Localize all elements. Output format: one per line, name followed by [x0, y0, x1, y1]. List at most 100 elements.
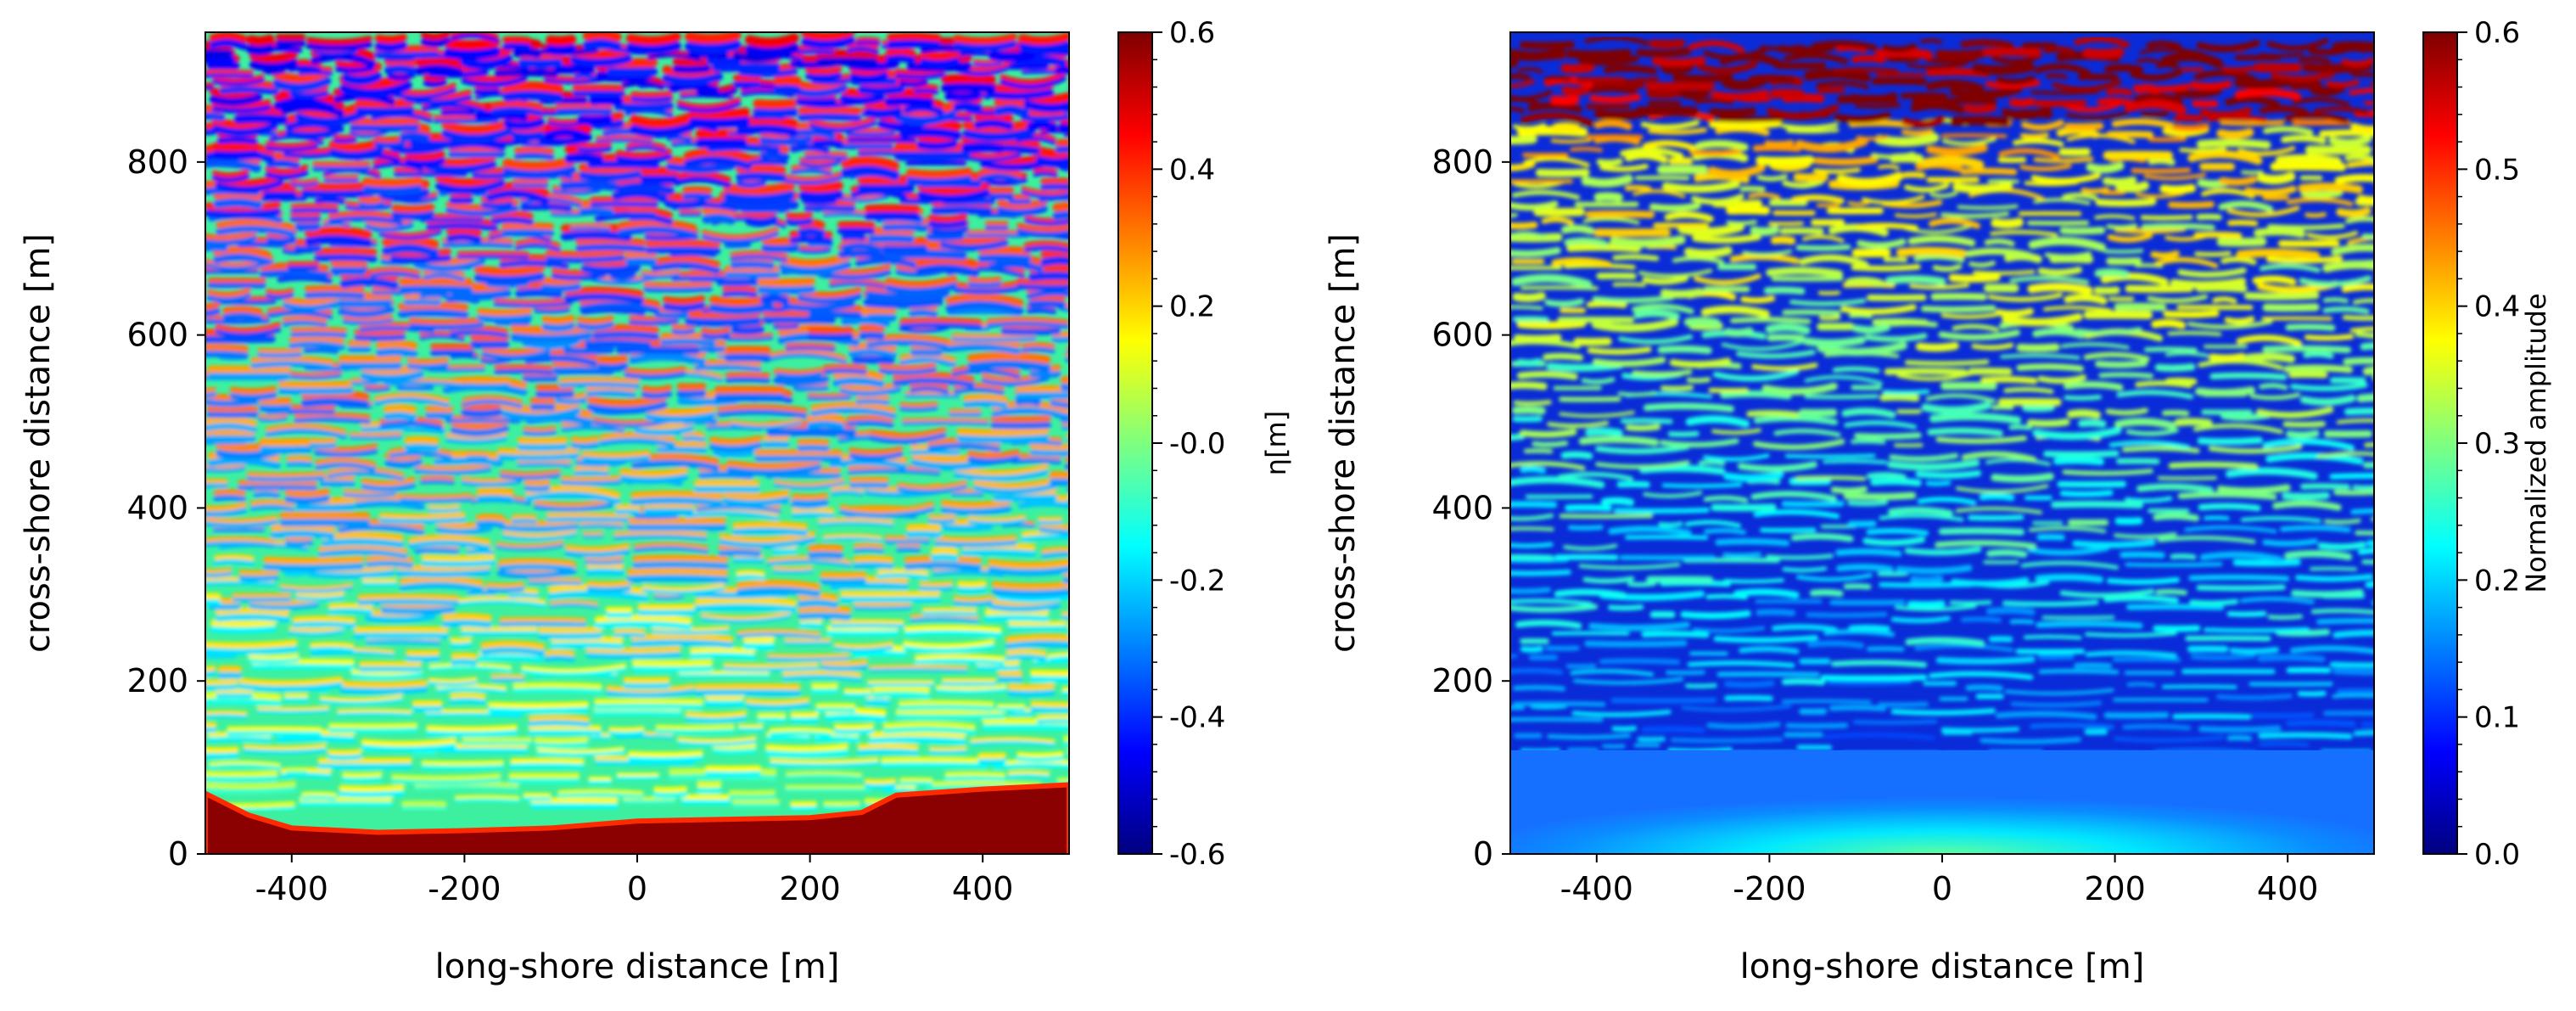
wave-amplitude-streak	[2019, 132, 2050, 139]
wave-trough	[739, 68, 798, 77]
wave-amplitude-streak	[1510, 501, 1558, 508]
wave-trough	[520, 203, 573, 212]
wave-amplitude-streak	[2004, 688, 2114, 696]
wave-trough	[538, 632, 603, 640]
wave-trough	[884, 282, 958, 295]
wave-amplitude-streak	[1843, 583, 1872, 590]
wave-amplitude-streak	[1979, 492, 2015, 502]
wave-amplitude-streak	[1724, 694, 1773, 702]
wave-trough	[973, 119, 1014, 131]
wave-amplitude-streak	[2303, 351, 2334, 359]
wave-amplitude-streak	[2059, 490, 2114, 497]
wave-trough	[253, 491, 281, 498]
wave-crest	[398, 277, 473, 287]
wave-trough	[805, 72, 843, 81]
wave-trough	[903, 643, 995, 654]
wave-crest	[724, 345, 771, 355]
wave-trough	[364, 386, 390, 392]
wave-amplitude-streak	[1523, 156, 1590, 167]
wave-amplitude-streak	[2193, 70, 2258, 83]
wave-trough	[695, 504, 781, 514]
wave-crest	[935, 683, 1007, 691]
wave-amplitude-streak	[1510, 160, 1536, 171]
wave-crest	[723, 661, 820, 668]
wave-trough	[575, 244, 647, 253]
wave-crest	[361, 476, 417, 486]
wave-amplitude-streak	[2341, 57, 2374, 67]
wave-amplitude-streak	[2267, 223, 2345, 230]
wave-trough	[641, 587, 725, 595]
wave-amplitude-streak	[2102, 176, 2137, 186]
wave-crest	[444, 37, 501, 50]
wave-amplitude-streak	[1510, 233, 1563, 243]
wave-trough	[1067, 629, 1069, 636]
wave-crest	[766, 349, 848, 360]
wave-amplitude-streak	[2162, 684, 2237, 689]
wave-trough	[311, 52, 377, 69]
wave-crest	[284, 488, 331, 497]
wave-trough	[1029, 449, 1069, 457]
wave-trough	[537, 135, 590, 146]
wave-trough	[362, 184, 423, 196]
wave-amplitude-streak	[1905, 637, 1985, 647]
wave-amplitude-streak	[1633, 309, 1680, 321]
wave-trough	[616, 734, 674, 739]
wave-trough	[628, 319, 679, 326]
wave-amplitude-streak	[1573, 677, 1684, 685]
wave-trough	[848, 452, 904, 461]
wave-crest	[249, 499, 295, 507]
wave-amplitude-streak	[1511, 406, 1546, 415]
wave-amplitude-streak	[1577, 55, 1639, 66]
wave-amplitude-streak	[1560, 63, 1595, 74]
wave-amplitude-streak	[1705, 593, 1748, 600]
wave-amplitude-streak	[2352, 298, 2374, 305]
wave-amplitude-streak	[1519, 429, 1577, 438]
wave-crest	[321, 531, 405, 542]
wave-crest	[599, 431, 676, 442]
wave-trough	[928, 750, 967, 755]
wave-crest	[317, 543, 408, 554]
wave-trough	[360, 370, 424, 384]
wave-trough	[520, 197, 582, 208]
wave-crest	[725, 371, 770, 379]
wave-amplitude-streak	[2125, 562, 2223, 567]
wave-crest	[398, 301, 469, 312]
wave-trough	[420, 37, 451, 48]
wave-amplitude-streak	[1625, 535, 1709, 540]
wave-trough	[524, 354, 598, 367]
wave-trough	[205, 645, 298, 655]
wave-crest	[730, 417, 803, 426]
wave-amplitude-streak	[1823, 458, 1888, 464]
wave-crest	[373, 392, 451, 403]
wave-trough	[445, 435, 508, 445]
wave-amplitude-streak	[2103, 595, 2179, 604]
wave-amplitude-streak	[1716, 671, 1820, 677]
wave-trough	[1057, 123, 1069, 132]
wave-trough	[846, 46, 879, 54]
wave-trough	[766, 428, 857, 437]
wave-amplitude-streak	[2263, 126, 2314, 136]
wave-amplitude-streak	[1781, 501, 1845, 508]
wave-amplitude-streak	[2219, 176, 2258, 186]
wave-amplitude-streak	[1643, 402, 1734, 413]
wave-trough	[1021, 534, 1069, 542]
wave-trough	[789, 143, 831, 154]
wave-amplitude-streak	[1510, 90, 1553, 102]
wave-amplitude-streak	[2262, 538, 2318, 547]
wave-trough	[215, 327, 282, 338]
wave-trough	[400, 806, 447, 812]
wave-amplitude-streak	[2016, 363, 2085, 372]
wave-trough	[384, 65, 418, 76]
wave-crest	[529, 396, 556, 405]
wave-amplitude-streak	[2062, 469, 2153, 476]
wave-trough	[702, 213, 736, 225]
wave-amplitude-streak	[2298, 183, 2364, 194]
wave-trough	[917, 188, 991, 204]
wave-trough	[790, 168, 832, 177]
wave-trough	[897, 484, 968, 494]
wave-trough	[865, 340, 949, 351]
wave-crest	[400, 800, 447, 806]
wave-amplitude-streak	[2304, 334, 2355, 341]
